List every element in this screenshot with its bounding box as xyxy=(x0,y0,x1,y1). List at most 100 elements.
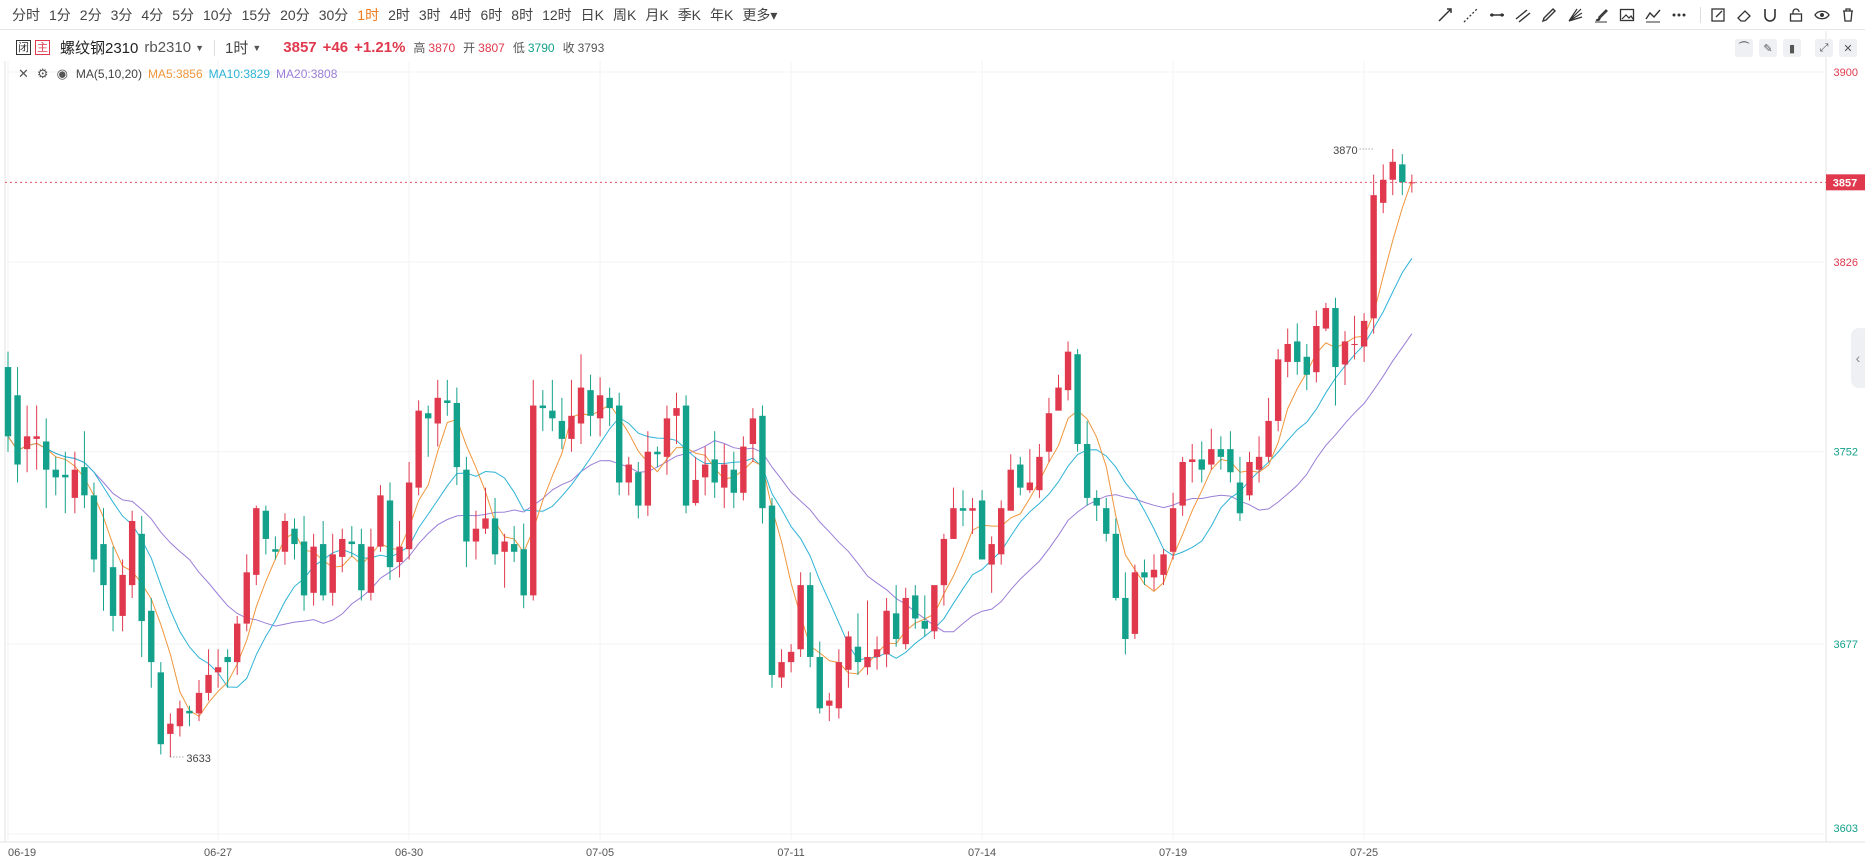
period-3[interactable]: 3分 xyxy=(110,7,133,23)
period-7[interactable]: 15分 xyxy=(241,7,272,23)
candle-body[interactable] xyxy=(339,538,346,557)
candle-body[interactable] xyxy=(1332,308,1339,368)
lock-icon[interactable] xyxy=(1787,6,1805,24)
period-4[interactable]: 4分 xyxy=(141,7,164,23)
candle-body[interactable] xyxy=(167,723,174,734)
period-14[interactable]: 6时 xyxy=(480,7,503,23)
period-11[interactable]: 2时 xyxy=(388,7,410,23)
candle-body[interactable] xyxy=(224,656,231,663)
horizontal-line-icon[interactable] xyxy=(1488,6,1506,24)
candle-body[interactable] xyxy=(978,500,986,560)
candle-body[interactable] xyxy=(71,469,79,498)
candle-body[interactable] xyxy=(234,623,241,663)
candle-body[interactable] xyxy=(1150,569,1158,578)
candle-body[interactable] xyxy=(1064,351,1072,391)
candle-body[interactable] xyxy=(625,464,632,483)
candle-body[interactable] xyxy=(826,700,833,706)
candle-body[interactable] xyxy=(253,508,260,575)
candle-body[interactable] xyxy=(1341,341,1349,365)
period-8[interactable]: 20分 xyxy=(280,7,310,23)
candle-body[interactable] xyxy=(1380,179,1387,203)
period-2[interactable]: 2分 xyxy=(79,7,102,23)
candle-body[interactable] xyxy=(807,585,814,657)
image-icon[interactable] xyxy=(1618,6,1636,24)
candle-body[interactable] xyxy=(577,387,585,424)
candle-body[interactable] xyxy=(1045,413,1053,452)
polyline-icon[interactable] xyxy=(1644,6,1662,24)
candle-body[interactable] xyxy=(711,459,718,483)
candle-body[interactable] xyxy=(148,610,155,663)
trash-icon[interactable] xyxy=(1839,6,1857,24)
candle-body[interactable] xyxy=(23,436,31,450)
candle-body[interactable] xyxy=(1179,461,1186,506)
candle-body[interactable] xyxy=(319,544,327,596)
candle-body[interactable] xyxy=(921,621,928,629)
candle-body[interactable] xyxy=(501,541,508,552)
candle-body[interactable] xyxy=(176,708,184,727)
candle-body[interactable] xyxy=(14,395,21,465)
candle-body[interactable] xyxy=(281,520,289,552)
close-icon[interactable]: ✕ xyxy=(1839,39,1857,57)
candle-body[interactable] xyxy=(377,495,384,547)
candle-body[interactable] xyxy=(100,544,107,586)
candle-body[interactable] xyxy=(1198,459,1205,470)
candle-body[interactable] xyxy=(816,656,823,709)
period-9[interactable]: 30分 xyxy=(318,7,349,23)
collapse-panel-chevron-icon[interactable]: ‹ xyxy=(1851,328,1865,388)
candle-body[interactable] xyxy=(300,541,308,596)
candle-body[interactable] xyxy=(310,546,317,593)
period-5[interactable]: 5分 xyxy=(172,7,194,23)
candle-body[interactable] xyxy=(892,613,900,640)
remove-indicator-icon[interactable]: ✕ xyxy=(18,66,29,81)
candle-body[interactable] xyxy=(463,469,470,542)
candle-body[interactable] xyxy=(912,595,919,619)
visibility-eye-icon[interactable]: ◉ xyxy=(56,66,68,81)
candle-body[interactable] xyxy=(262,510,270,539)
symbol-name[interactable]: 螺纹钢2310 xyxy=(60,40,139,57)
candle-body[interactable] xyxy=(33,436,40,439)
candle-body[interactable] xyxy=(1055,387,1062,411)
chart-type-icon[interactable]: ⏜ xyxy=(1735,39,1753,57)
symbol-dropdown-icon[interactable]: ▼ xyxy=(195,42,205,53)
parallel-line-icon[interactable] xyxy=(1514,6,1532,24)
candle-body[interactable] xyxy=(243,572,250,624)
pen-icon[interactable] xyxy=(1540,6,1558,24)
candle-body[interactable] xyxy=(1160,554,1167,575)
candle-body[interactable] xyxy=(778,662,785,678)
extended-line-icon[interactable] xyxy=(1462,6,1480,24)
candle-body[interactable] xyxy=(434,397,441,424)
candle-body[interactable] xyxy=(1103,508,1110,534)
period-12[interactable]: 3时 xyxy=(418,7,441,23)
candle-body[interactable] xyxy=(1313,326,1320,373)
period-15[interactable]: 8时 xyxy=(511,7,534,23)
candle-body[interactable] xyxy=(721,464,728,488)
candle-body[interactable] xyxy=(291,528,298,545)
candle-body[interactable] xyxy=(845,636,852,670)
candle-body[interactable] xyxy=(453,402,461,468)
candle-body[interactable] xyxy=(1007,469,1014,511)
candle-body[interactable] xyxy=(472,528,480,542)
candle-body[interactable] xyxy=(940,538,948,586)
candle-body[interactable] xyxy=(616,405,623,483)
candle-body[interactable] xyxy=(195,692,203,714)
candle-body[interactable] xyxy=(272,549,279,552)
period-22[interactable]: 更多▾ xyxy=(742,7,778,23)
candle-body[interactable] xyxy=(1408,182,1416,184)
candle-body[interactable] xyxy=(959,508,967,511)
candle-body[interactable] xyxy=(549,410,556,419)
candle-body[interactable] xyxy=(109,567,117,616)
candle-body[interactable] xyxy=(1122,597,1129,640)
period-6[interactable]: 10分 xyxy=(202,7,233,23)
eraser-icon[interactable] xyxy=(1735,6,1753,24)
candle-body[interactable] xyxy=(62,474,69,478)
candle-body[interactable] xyxy=(1036,456,1043,491)
period-21[interactable]: 年K xyxy=(710,7,734,23)
candle-body[interactable] xyxy=(491,518,499,555)
settings-icon[interactable]: ⚙ xyxy=(36,66,49,81)
candle-body[interactable] xyxy=(950,508,957,539)
candle-body[interactable] xyxy=(1208,449,1215,465)
candle-body[interactable] xyxy=(1074,354,1081,445)
candle-body[interactable] xyxy=(329,554,336,593)
candle-body[interactable] xyxy=(1083,444,1091,498)
